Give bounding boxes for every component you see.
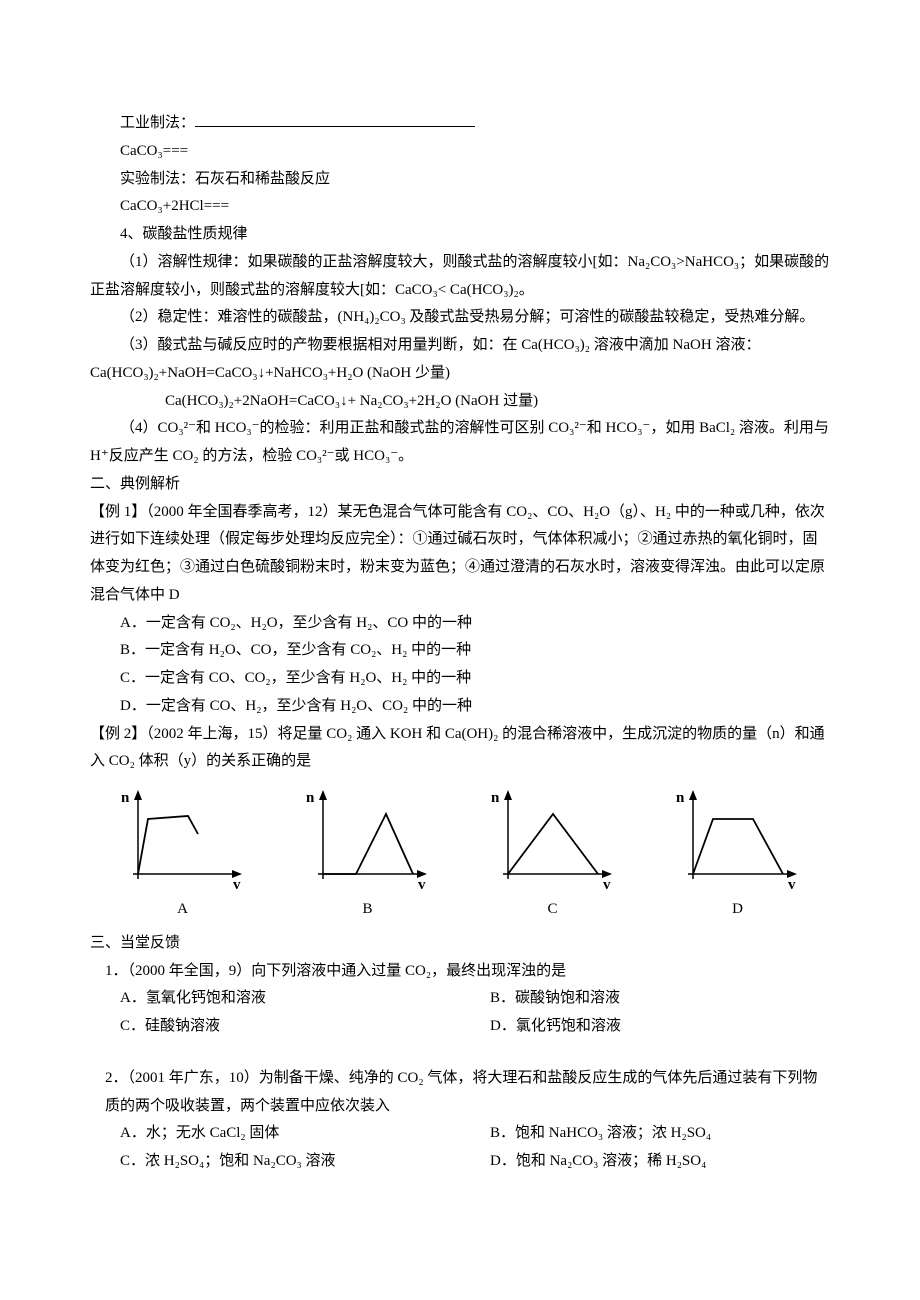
blank-line bbox=[195, 112, 475, 127]
line-rule-3b: Ca(HCO₃)₂+2NaOH=CaCO₃↓+ Na₂CO₃+2H₂O (NaO… bbox=[90, 388, 830, 416]
chart-C: n v bbox=[464, 784, 642, 894]
axis-v: v bbox=[233, 877, 241, 893]
line-rule-1: （1）溶解性规律：如果碳酸的正盐溶解度较大，则酸式盐的溶解度较小[如：Na₂CO… bbox=[90, 249, 830, 305]
chart-D-line bbox=[693, 819, 783, 874]
q2-optB: B．饱和 NaHCO₃ 溶液；浓 H₂SO₄ bbox=[460, 1120, 830, 1148]
q1-optB: B．碳酸钠饱和溶液 bbox=[460, 985, 830, 1013]
chart-B: n v bbox=[279, 784, 457, 894]
chart-B-line bbox=[323, 814, 413, 874]
q2-stem: 2．（2001 年广东，10）为制备干燥、纯净的 CO₂ 气体，将大理石和盐酸反… bbox=[90, 1065, 830, 1121]
section2-title: 二、典例解析 bbox=[90, 471, 830, 499]
q2-optD: D．饱和 Na₂CO₃ 溶液；稀 H₂SO₄ bbox=[460, 1148, 830, 1176]
example2-stem: 【例 2】（2002 年上海，15）将足量 CO₂ 通入 KOH 和 Ca(OH… bbox=[90, 721, 830, 777]
chart-A: n v bbox=[94, 784, 272, 894]
chart-labels-row: A B C D bbox=[90, 896, 830, 924]
chart-D-svg: n v bbox=[668, 784, 808, 894]
chart-label-C: C bbox=[464, 896, 642, 924]
line-lab-method: 实验制法：石灰石和稀盐酸反应 bbox=[90, 166, 830, 194]
charts-row: n v n v n v bbox=[90, 784, 830, 894]
line-rule-4: （4）CO₃²⁻和 HCO₃⁻的检验：利用正盐和酸式盐的溶解性可区别 CO₃²⁻… bbox=[90, 415, 830, 471]
axis-v: v bbox=[603, 877, 611, 893]
axis-n: n bbox=[491, 790, 500, 806]
line-rule-3: （3）酸式盐与碱反应时的产物要根据相对用量判断，如：在 Ca(HCO₃)₂ 溶液… bbox=[90, 332, 830, 388]
text-industrial: 工业制法： bbox=[120, 115, 195, 131]
chart-label-A: A bbox=[94, 896, 272, 924]
axis-n: n bbox=[306, 790, 315, 806]
axis-v: v bbox=[418, 877, 426, 893]
line-industrial: 工业制法： bbox=[90, 110, 830, 138]
chart-B-svg: n v bbox=[298, 784, 438, 894]
q1-options: A．氢氧化钙饱和溶液 B．碳酸钠饱和溶液 C．硅酸钠溶液 D．氯化钙饱和溶液 bbox=[90, 985, 830, 1041]
q1-optC: C．硅酸钠溶液 bbox=[90, 1013, 460, 1041]
q2-options: A．水；无水 CaCl₂ 固体 B．饱和 NaHCO₃ 溶液；浓 H₂SO₄ C… bbox=[90, 1120, 830, 1176]
axis-n: n bbox=[676, 790, 685, 806]
line-caco3-hcl: CaCO₃+2HCl=== bbox=[90, 193, 830, 221]
q1-stem: 1．（2000 年全国，9）向下列溶液中通入过量 CO₂，最终出现浑浊的是 bbox=[90, 958, 830, 986]
example1-optB: B．一定含有 H₂O、CO，至少含有 CO₂、H₂ 中的一种 bbox=[90, 637, 830, 665]
example1-optA: A．一定含有 CO₂、H₂O，至少含有 H₂、CO 中的一种 bbox=[90, 610, 830, 638]
q1-optD: D．氯化钙饱和溶液 bbox=[460, 1013, 830, 1041]
example1-optC: C．一定含有 CO、CO₂，至少含有 H₂O、H₂ 中的一种 bbox=[90, 665, 830, 693]
axis-v: v bbox=[788, 877, 796, 893]
example1-optD: D．一定含有 CO、H₂，至少含有 H₂O、CO₂ 中的一种 bbox=[90, 693, 830, 721]
chart-A-svg: n v bbox=[113, 784, 253, 894]
chart-D: n v bbox=[649, 784, 827, 894]
q1-optA: A．氢氧化钙饱和溶液 bbox=[90, 985, 460, 1013]
chart-label-B: B bbox=[279, 896, 457, 924]
line-rule-title: 4、碳酸盐性质规律 bbox=[90, 221, 830, 249]
q2-optC: C．浓 H₂SO₄；饱和 Na₂CO₃ 溶液 bbox=[90, 1148, 460, 1176]
chart-A-line bbox=[138, 816, 198, 874]
line-caco3-decomp: CaCO₃=== bbox=[90, 138, 830, 166]
q2-optA: A．水；无水 CaCl₂ 固体 bbox=[90, 1120, 460, 1148]
line-rule-2: （2）稳定性：难溶性的碳酸盐，(NH₄)₂CO₃ 及酸式盐受热易分解；可溶性的碳… bbox=[90, 304, 830, 332]
axis-n: n bbox=[121, 790, 130, 806]
chart-C-line bbox=[508, 814, 598, 874]
section3-title: 三、当堂反馈 bbox=[90, 930, 830, 958]
chart-C-svg: n v bbox=[483, 784, 623, 894]
chart-label-D: D bbox=[649, 896, 827, 924]
example1-stem: 【例 1】（2000 年全国春季高考，12）某无色混合气体可能含有 CO₂、CO… bbox=[90, 499, 830, 610]
spacer bbox=[90, 1041, 830, 1065]
